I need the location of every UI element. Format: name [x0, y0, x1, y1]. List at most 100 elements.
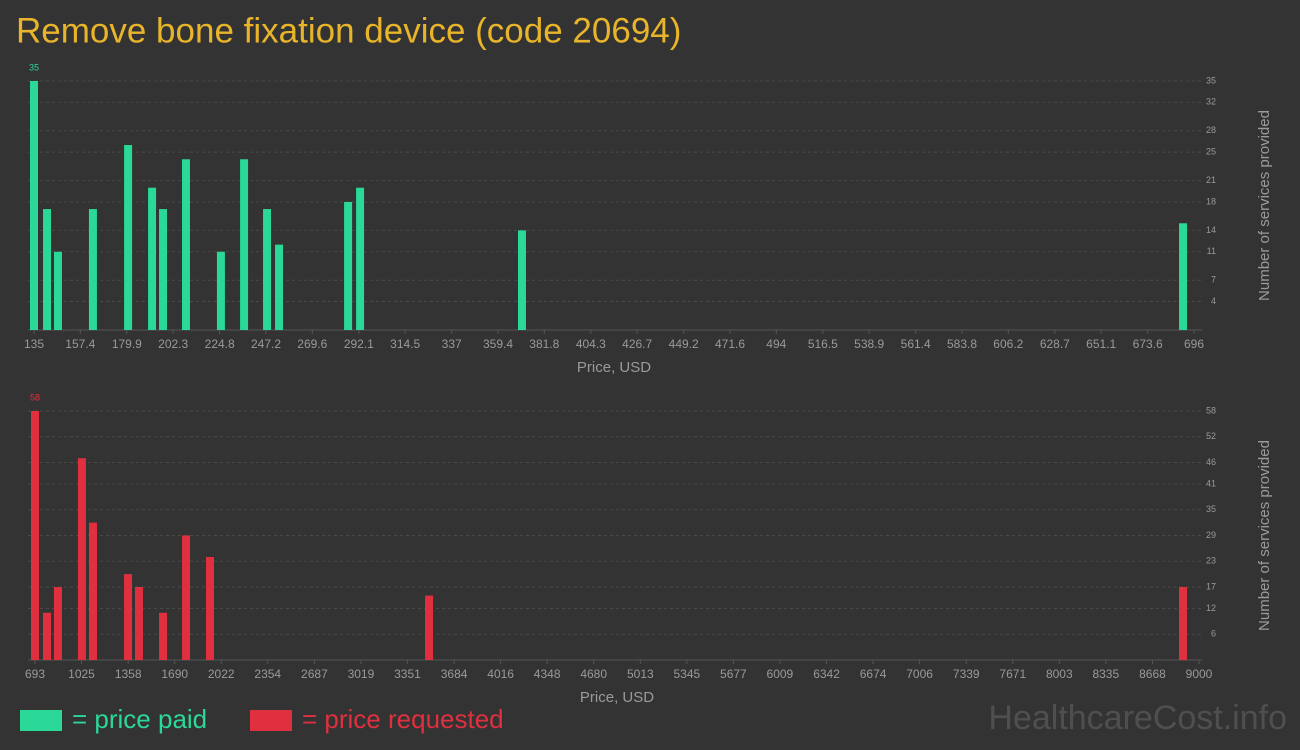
bar	[356, 187, 365, 330]
y-tick-label: 32	[1206, 97, 1216, 107]
x-tick-label: 3019	[348, 667, 375, 681]
x-tick-label: 404.3	[576, 337, 606, 351]
y-tick-label: 4	[1211, 296, 1216, 306]
x-tick-label: 7339	[953, 667, 980, 681]
y-tick-label: 23	[1206, 556, 1216, 566]
y-tick-label: 58	[1206, 405, 1216, 415]
y-tick-label: 29	[1206, 530, 1216, 540]
x-tick-label: 314.5	[390, 337, 420, 351]
x-tick-label: 6674	[860, 667, 887, 681]
x-tick-label: 224.8	[205, 337, 235, 351]
bar	[42, 612, 51, 660]
x-tick-label: 157.4	[65, 337, 95, 351]
y-tick-label: 21	[1206, 175, 1216, 185]
x-tick-label: 247.2	[251, 337, 281, 351]
x-tick-label: 9000	[1186, 667, 1213, 681]
x-tick-label: 5013	[627, 667, 654, 681]
y-tick-label: 7	[1211, 275, 1216, 285]
x-tick-label: 471.6	[715, 337, 745, 351]
x-tick-label: 2687	[301, 667, 328, 681]
y-tick-label: 52	[1206, 431, 1216, 441]
bar	[206, 556, 215, 660]
x-tick-label: 8003	[1046, 667, 1073, 681]
x-tick-label: 1358	[115, 667, 142, 681]
x-tick-label: 4016	[487, 667, 514, 681]
bar	[181, 159, 190, 330]
y-tick-label: 12	[1206, 603, 1216, 613]
x-tick-label: 3351	[394, 667, 421, 681]
x-tick-label: 2354	[254, 667, 281, 681]
x-tick-label: 651.1	[1086, 337, 1116, 351]
y-tick-label: 18	[1206, 196, 1216, 206]
x-tick-label: 696	[1184, 337, 1204, 351]
legend-label: = price requested	[302, 704, 504, 734]
page-title: Remove bone fixation device (code 20694)	[16, 11, 681, 50]
bar	[216, 251, 225, 330]
x-tick-label: 5677	[720, 667, 747, 681]
bar	[1179, 223, 1188, 330]
bar	[43, 209, 52, 330]
x-tick-label: 449.2	[669, 337, 699, 351]
x-axis-label: Price, USD	[580, 689, 654, 706]
y-tick-label: 14	[1206, 225, 1216, 235]
x-tick-label: 6009	[767, 667, 794, 681]
bar	[159, 612, 168, 660]
bar	[88, 209, 97, 330]
x-tick-label: 1025	[68, 667, 95, 681]
x-tick-label: 381.8	[529, 337, 559, 351]
y-tick-label: 41	[1206, 478, 1216, 488]
bar	[263, 209, 272, 330]
bar	[182, 535, 191, 660]
y-axis-label: Number of services provided	[1256, 110, 1273, 301]
bar	[53, 251, 62, 330]
x-tick-label: 269.6	[297, 337, 327, 351]
x-tick-label: 3684	[441, 667, 468, 681]
x-tick-label: 583.8	[947, 337, 977, 351]
x-tick-label: 606.2	[993, 337, 1023, 351]
x-tick-label: 292.1	[344, 337, 374, 351]
bar	[134, 587, 143, 660]
watermark: HealthcareCost.info	[988, 699, 1287, 737]
bar	[89, 522, 98, 660]
x-tick-label: 202.3	[158, 337, 188, 351]
y-axis-label: Number of services provided	[1256, 440, 1273, 631]
x-axis-label: Price, USD	[577, 359, 651, 376]
y-tick-label: 28	[1206, 125, 1216, 135]
legend-swatch	[20, 710, 62, 731]
y-tick-label: 11	[1207, 246, 1216, 256]
bar	[275, 244, 284, 330]
bar	[1179, 587, 1188, 660]
x-tick-label: 494	[766, 337, 786, 351]
x-tick-label: 179.9	[112, 337, 142, 351]
bar	[159, 209, 168, 330]
bar	[53, 587, 62, 660]
x-tick-label: 426.7	[622, 337, 652, 351]
x-tick-label: 5345	[673, 667, 700, 681]
x-tick-label: 6342	[813, 667, 840, 681]
bar	[124, 145, 133, 330]
x-tick-label: 538.9	[854, 337, 884, 351]
x-tick-label: 1690	[161, 667, 188, 681]
x-tick-label: 135	[24, 337, 44, 351]
x-tick-label: 4348	[534, 667, 561, 681]
bar	[77, 458, 86, 660]
x-tick-label: 673.6	[1133, 337, 1163, 351]
y-tick-label: 35	[1206, 504, 1216, 514]
data-label: 58	[30, 392, 40, 402]
data-label: 35	[29, 62, 39, 72]
legend-label: = price paid	[72, 704, 207, 734]
bar	[31, 411, 39, 660]
bar	[425, 595, 434, 660]
bar	[517, 230, 526, 330]
x-tick-label: 628.7	[1040, 337, 1070, 351]
x-tick-label: 7671	[999, 667, 1026, 681]
x-tick-label: 4680	[580, 667, 607, 681]
x-tick-label: 337	[442, 337, 462, 351]
x-tick-label: 693	[25, 667, 45, 681]
x-tick-label: 8335	[1092, 667, 1119, 681]
x-tick-label: 7006	[906, 667, 933, 681]
y-tick-label: 17	[1206, 581, 1216, 591]
y-tick-label: 25	[1206, 147, 1216, 157]
bar	[30, 81, 38, 330]
x-tick-label: 516.5	[808, 337, 838, 351]
